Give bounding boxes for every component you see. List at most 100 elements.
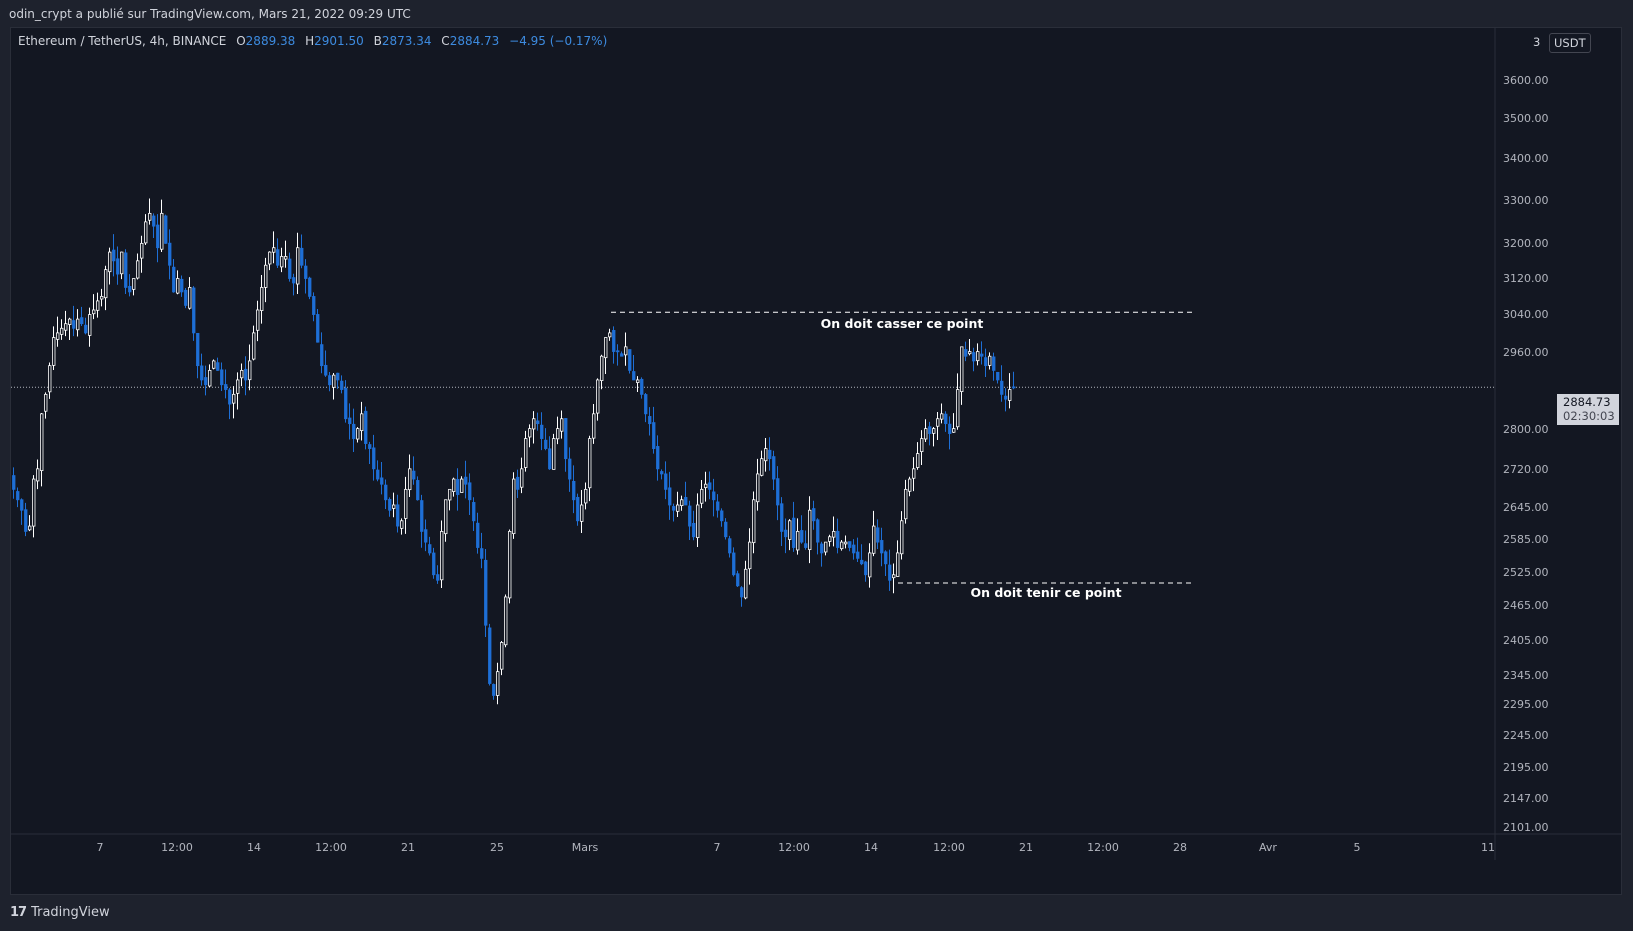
candle-down: [688, 500, 692, 540]
candle-down: [656, 435, 660, 481]
time-tick: 12:00: [315, 841, 347, 854]
candle-up: [916, 442, 920, 470]
currency-button[interactable]: USDT: [1549, 33, 1591, 53]
candle-down: [412, 456, 416, 485]
chart-frame[interactable]: [10, 27, 1622, 895]
candle-down: [184, 288, 188, 309]
candle-down: [180, 275, 184, 297]
candle-down: [628, 349, 632, 374]
footer: [0, 895, 1633, 931]
close-label: C: [441, 34, 450, 48]
candle-up: [64, 310, 68, 337]
candle-up: [900, 511, 904, 560]
candle-up: [356, 427, 360, 443]
candle-up: [828, 534, 832, 547]
candle-up: [96, 292, 100, 318]
price-tick: 2245.00: [1503, 729, 1549, 742]
candle-down: [476, 512, 480, 554]
candle-up: [528, 424, 532, 448]
time-tick: 5: [1354, 841, 1361, 854]
candle-down: [376, 460, 380, 482]
support-annotation[interactable]: On doit tenir ce point: [970, 585, 1121, 600]
candle-down: [220, 362, 224, 392]
candle-up: [132, 278, 136, 296]
candle-down: [348, 403, 352, 440]
time-tick: 21: [1019, 841, 1033, 854]
candle-up: [936, 412, 940, 441]
candle-up: [912, 457, 916, 492]
candle-down: [168, 229, 172, 280]
candle-up: [600, 354, 604, 390]
time-tick: 11: [1481, 841, 1495, 854]
candle-up: [120, 251, 124, 280]
candle-down: [172, 258, 176, 293]
candle-up: [448, 488, 452, 511]
candle-up: [48, 362, 52, 399]
candle-up: [296, 232, 300, 295]
candle-up: [148, 198, 152, 225]
candle-up: [500, 640, 504, 676]
candle-up: [796, 518, 800, 555]
candle-up: [904, 479, 908, 524]
candle-down: [684, 481, 688, 506]
candle-up: [256, 300, 260, 342]
candle-down: [856, 537, 860, 562]
candle-up: [976, 343, 980, 366]
candle-down: [540, 412, 544, 451]
candle-down: [860, 544, 864, 566]
symbol-title[interactable]: Ethereum / TetherUS, 4h, BINANCE: [18, 34, 227, 48]
candle-up: [104, 265, 108, 311]
price-tick: 2405.00: [1503, 634, 1549, 647]
candle-up: [940, 403, 944, 424]
price-tick: 2960.00: [1503, 346, 1549, 359]
candle-down: [72, 305, 76, 337]
candle-down: [244, 356, 248, 396]
candle-down: [156, 214, 160, 263]
candle-down: [368, 441, 372, 464]
candle-down: [1012, 371, 1016, 390]
tradingview-logo-icon: 𝟭𝟳: [10, 905, 27, 920]
candle-down: [816, 518, 820, 555]
candle-down: [364, 406, 368, 450]
time-tick: 12:00: [933, 841, 965, 854]
candle-up: [596, 378, 600, 421]
candle-down: [196, 332, 200, 379]
candle-down: [652, 406, 656, 454]
candle-down: [884, 550, 888, 577]
time-tick: 12:00: [778, 841, 810, 854]
candle-up: [140, 235, 144, 273]
candle-down: [720, 508, 724, 527]
candle-up: [840, 540, 844, 551]
resistance-annotation[interactable]: On doit casser ce point: [821, 316, 984, 331]
open-label: O: [236, 34, 246, 48]
price-tick: 2720.00: [1503, 463, 1549, 476]
candle-down: [224, 369, 228, 399]
time-tick: 28: [1173, 841, 1187, 854]
candle-down: [780, 497, 784, 547]
candle-down: [572, 465, 576, 514]
candle-down: [320, 332, 324, 374]
candle-up: [988, 352, 992, 370]
candle-down: [304, 259, 308, 294]
candle-up: [1008, 373, 1012, 409]
price-tick: 3400.00: [1503, 152, 1549, 165]
time-tick: 25: [490, 841, 504, 854]
candle-down: [864, 560, 868, 582]
candle-up: [108, 247, 112, 285]
price-tick: 2147.00: [1503, 792, 1549, 805]
tradingview-brand[interactable]: 𝟭𝟳 TradingView: [10, 905, 110, 920]
candle-down: [876, 519, 880, 550]
candle-up: [704, 471, 708, 502]
candle-down: [516, 469, 520, 498]
price-tick: 2800.00: [1503, 423, 1549, 436]
candle-down: [472, 497, 476, 532]
candle-up: [636, 376, 640, 393]
candle-up: [908, 476, 912, 497]
candle-down: [84, 317, 88, 335]
candle-up: [136, 253, 140, 280]
low-value: 2873.34: [381, 34, 432, 48]
candle-down: [784, 518, 788, 554]
candle-up: [524, 430, 528, 472]
candle-up: [444, 499, 448, 542]
